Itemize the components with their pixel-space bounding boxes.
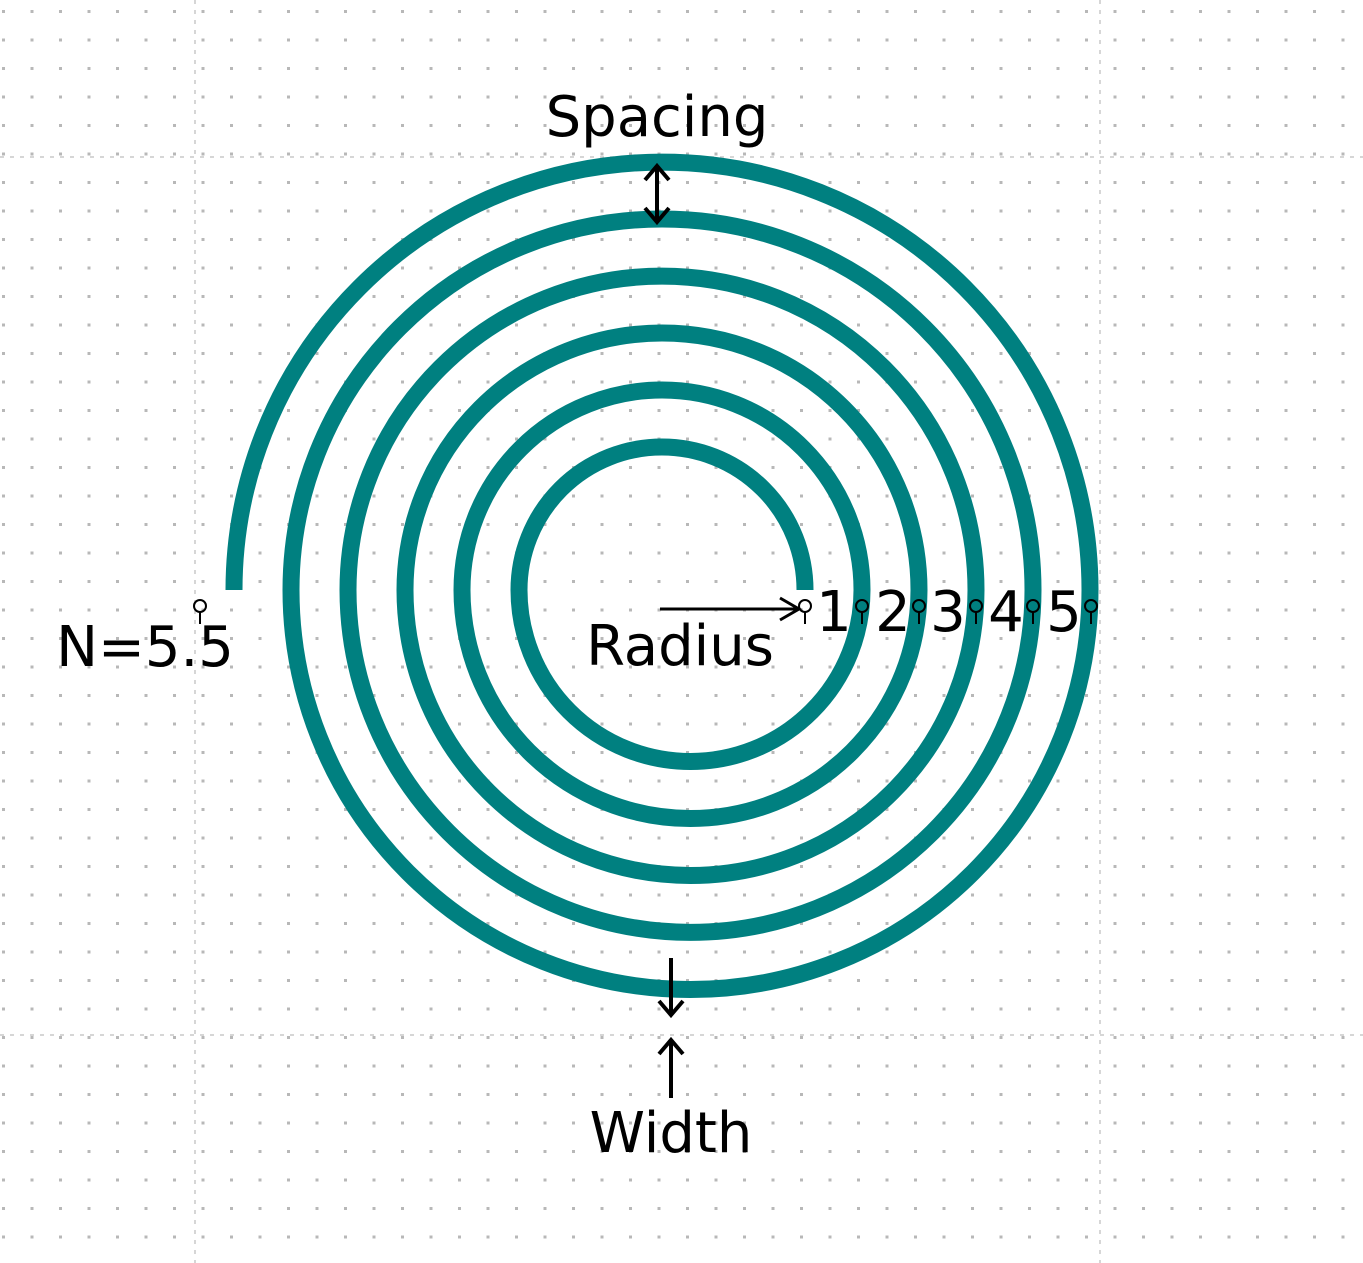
width-label: Width [590, 1101, 753, 1166]
turn-number-4: 4 [988, 580, 1024, 645]
turn-marker-4 [1026, 599, 1040, 624]
width-arrow-top [657, 958, 685, 1019]
radius-label: Radius [586, 614, 774, 679]
spiral-coil-trace [225, 153, 1099, 998]
spacing-arrow [643, 162, 671, 226]
turn-number-2: 2 [875, 580, 911, 645]
turn-marker-start [798, 599, 812, 624]
turn-number-5: 5 [1046, 580, 1082, 645]
turn-marker-1 [855, 599, 869, 624]
turn-number-labels: 1 2 3 4 5 [816, 580, 1082, 645]
spacing-label: Spacing [546, 85, 769, 150]
turns-count-label: N=5.5 [56, 615, 234, 680]
radius-arrow [660, 596, 802, 622]
turn-markers [193, 599, 1098, 624]
width-arrow-bottom [657, 1036, 685, 1098]
turn-marker-2 [912, 599, 926, 624]
turn-number-3: 3 [930, 580, 966, 645]
turn-marker-5 [1084, 599, 1098, 624]
turn-marker-3 [969, 599, 983, 624]
turn-marker-end [193, 599, 207, 624]
turn-number-1: 1 [816, 580, 852, 645]
